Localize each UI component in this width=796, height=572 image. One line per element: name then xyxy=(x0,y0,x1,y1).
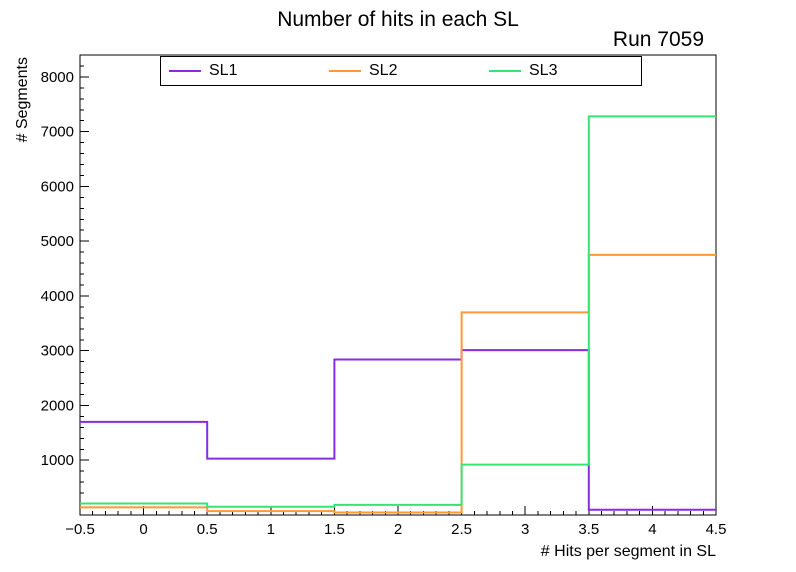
y-axis-title: # Segments xyxy=(14,57,31,142)
y-tick-label: 3000 xyxy=(41,343,74,360)
x-tick-label: 2.5 xyxy=(451,521,472,538)
x-tick-label: 0 xyxy=(139,521,147,538)
series-sl3 xyxy=(80,115,716,508)
y-tick-label: 1000 xyxy=(41,452,74,469)
x-tick-label: 4 xyxy=(648,521,656,538)
x-tick-label: 0.5 xyxy=(197,521,218,538)
series-sl2 xyxy=(80,253,716,514)
plot-frame xyxy=(79,54,717,516)
legend-label-sl3: SL3 xyxy=(529,62,558,79)
series-sl1 xyxy=(80,349,716,511)
y-tick-label: 2000 xyxy=(41,397,74,414)
legend-entry-sl3: SL3 xyxy=(481,62,641,80)
legend-label-sl2: SL2 xyxy=(369,62,398,79)
y-axis: 1000 2000 3000 4000 5000 6000 7000 8000 xyxy=(41,65,89,505)
x-tick-label: 1 xyxy=(267,521,275,538)
x-tick-label: 3.5 xyxy=(578,521,599,538)
x-tick-label: 1.5 xyxy=(324,521,345,538)
y-tick-label: 7000 xyxy=(41,124,74,141)
y-tick-label: 5000 xyxy=(41,233,74,250)
x-axis: −0.5 0 0.5 1 1.5 2 2.5 3 3.5 4 4.5 xyxy=(65,506,726,538)
x-axis-title: # Hits per segment in SL xyxy=(541,543,716,560)
legend-swatch-sl2 xyxy=(329,70,361,72)
x-tick-label: 4.5 xyxy=(706,521,727,538)
chart-title: Number of hits in each SL xyxy=(277,8,519,31)
x-tick-label: 3 xyxy=(521,521,529,538)
legend: SL1 SL2 SL3 xyxy=(160,56,642,86)
y-tick-label: 8000 xyxy=(41,69,74,86)
legend-label-sl1: SL1 xyxy=(209,62,238,79)
legend-swatch-sl1 xyxy=(169,70,201,72)
y-tick-label: 6000 xyxy=(41,178,74,195)
x-tick-label: −0.5 xyxy=(65,521,95,538)
legend-entry-sl2: SL2 xyxy=(321,62,481,80)
y-tick-label: 4000 xyxy=(41,288,74,305)
x-tick-label: 2 xyxy=(394,521,402,538)
run-label: Run 7059 xyxy=(612,28,704,51)
legend-swatch-sl3 xyxy=(489,70,521,72)
series-lines xyxy=(80,115,716,514)
legend-entry-sl1: SL1 xyxy=(161,62,321,80)
